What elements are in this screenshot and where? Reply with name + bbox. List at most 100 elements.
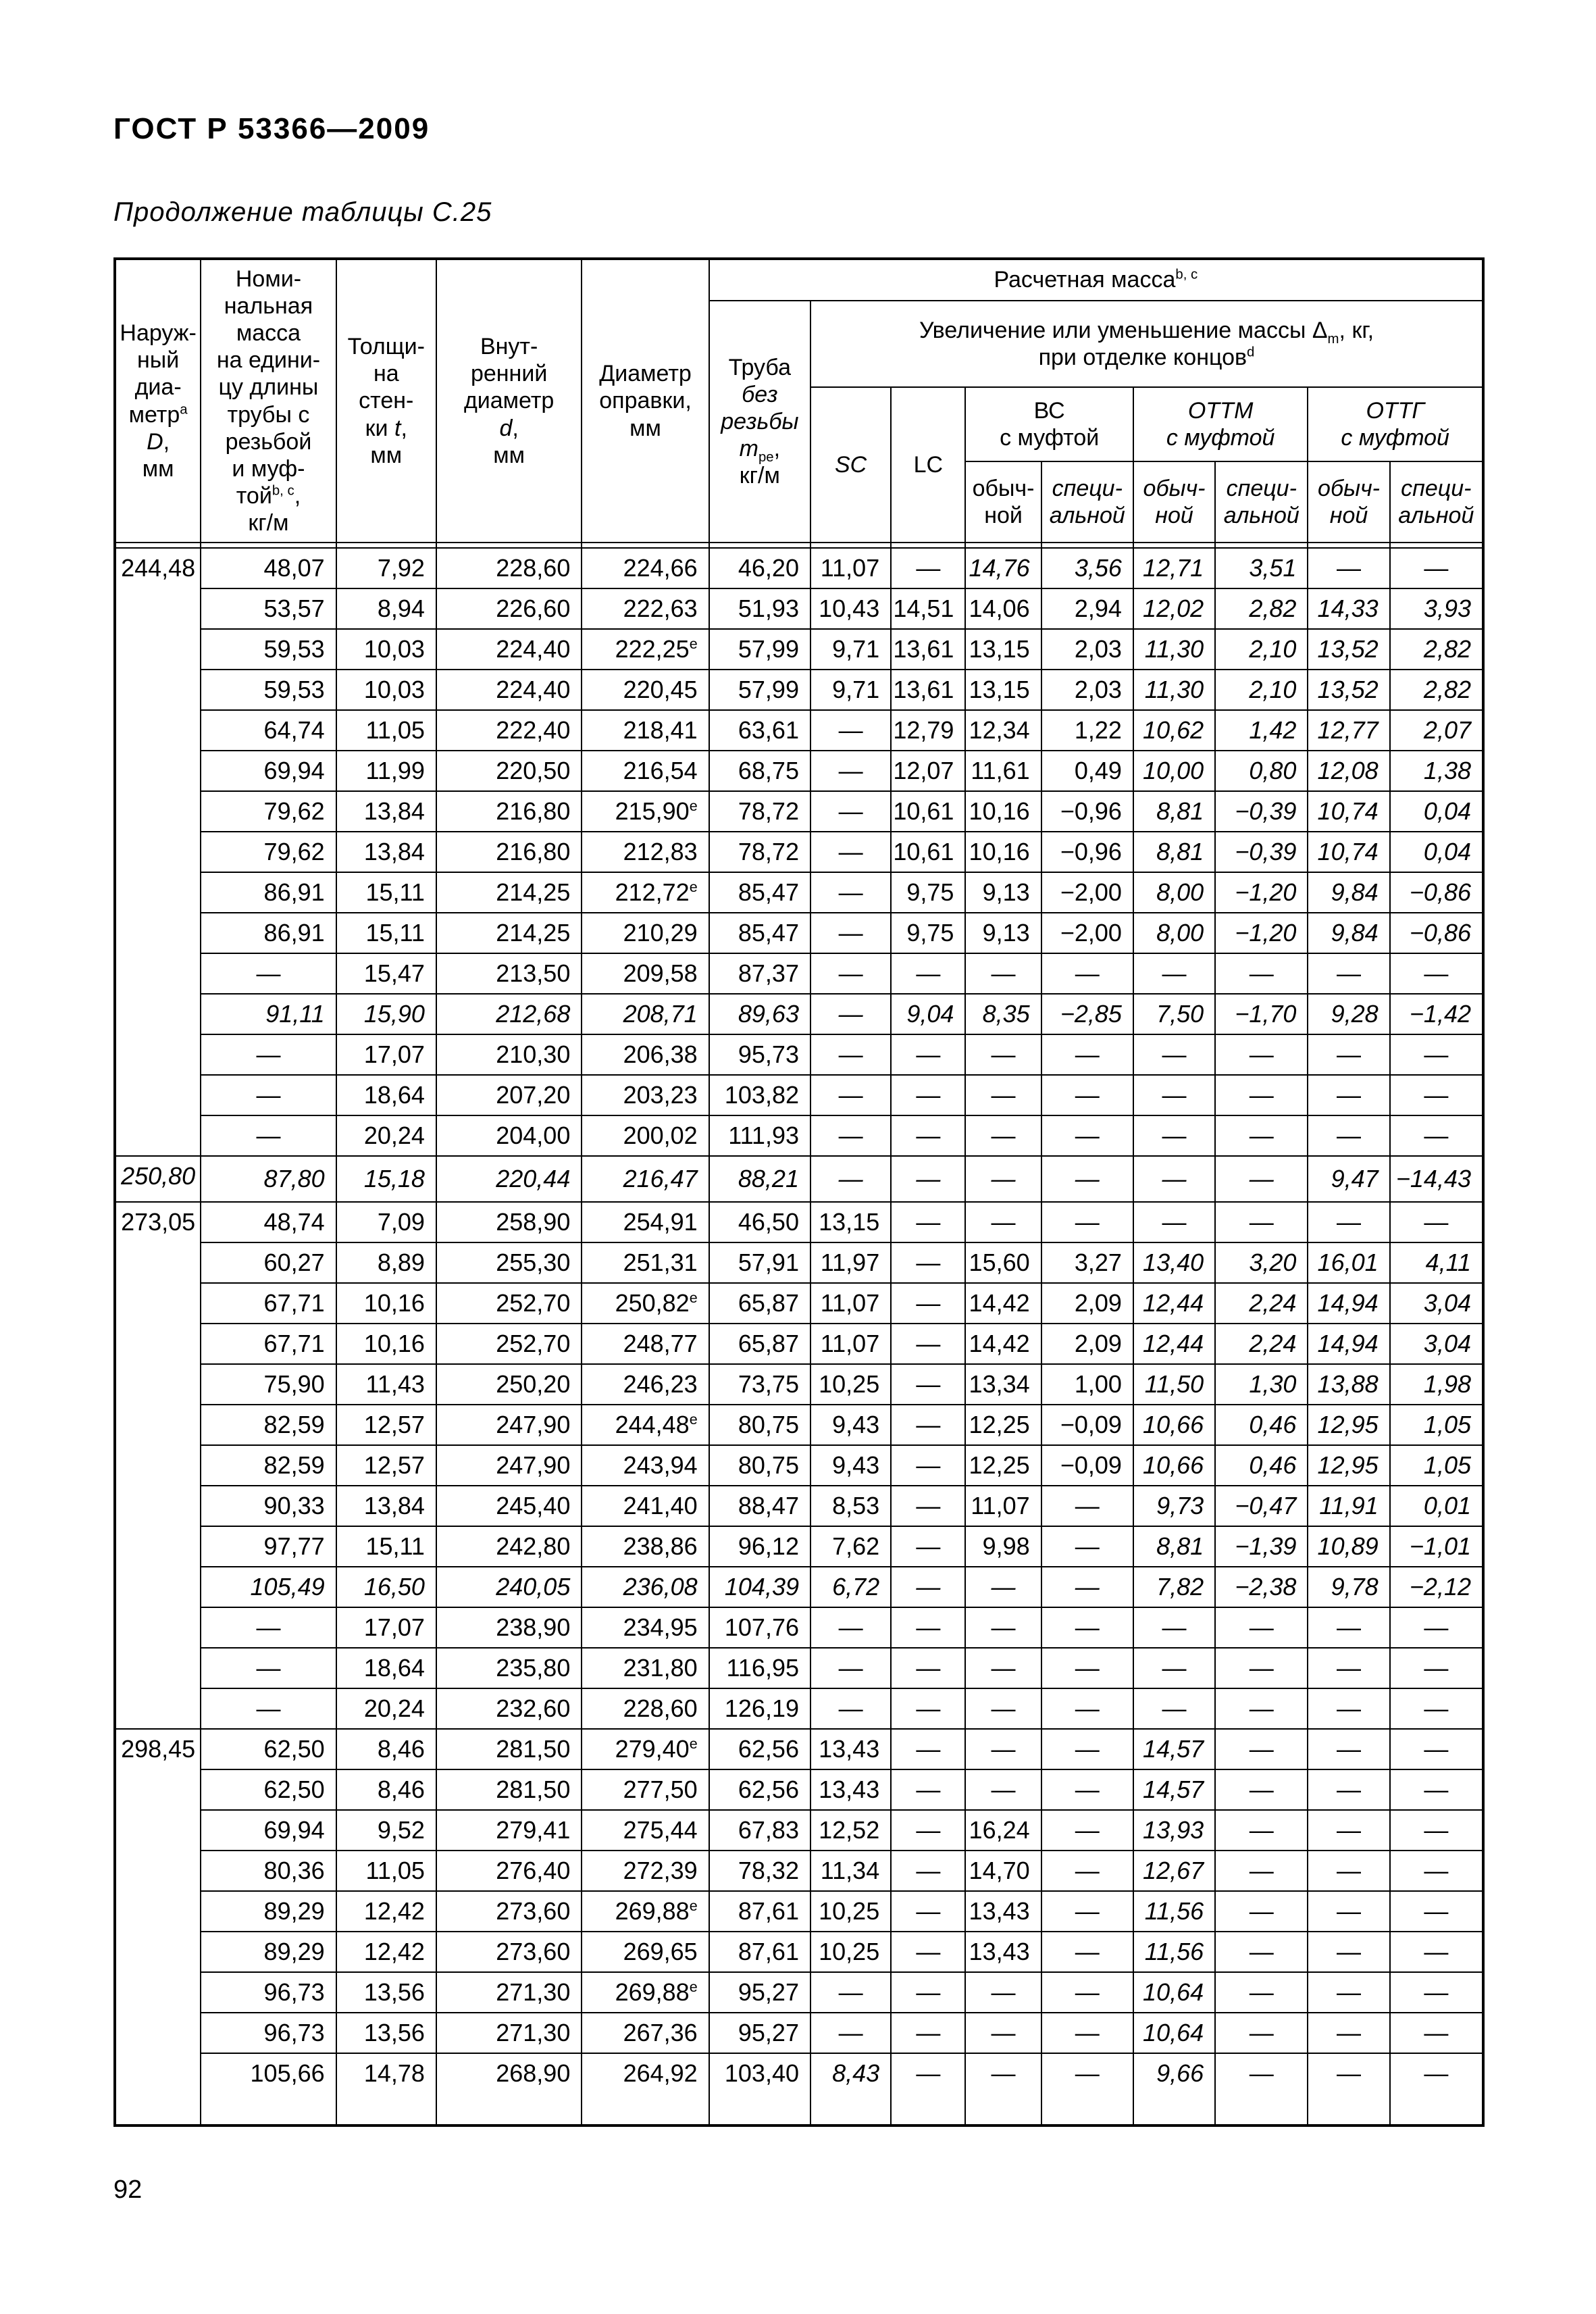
table-cell: — [1214,1809,1309,1851]
header-row-2: Труба без резьбы mре, кг/м Увеличение или ум… [115,300,1485,543]
table-cell: 12,79 [890,709,967,751]
table-cell: — [964,1728,1042,1770]
header-ottg-special: специ-альной [1389,461,1485,543]
table-cell: — [964,2012,1042,2054]
table-cell: 10,16 [964,831,1042,873]
header-separator-cell [964,542,1042,549]
table-cell: 11,61 [964,750,1042,792]
table-cell: 86,91 [200,912,337,954]
table-cell: 13,84 [335,831,437,873]
table-cell: 85,47 [708,912,811,954]
table-row: 96,73 13,56 271,30 269,88e 95,27— — — —10,64— — — [115,1971,1485,2013]
table-cell: 214,25 [435,872,583,913]
table-cell: 51,93 [708,588,811,630]
table-cell: 12,95 [1307,1444,1391,1486]
table-row: 89,29 12,42 273,60 269,88e 87,61 10,25—13,43—… [115,1890,1485,1932]
table-cell: 209,58 [581,953,710,995]
table-cell: 245,40 [435,1485,583,1527]
table-cell: — [1040,1850,1134,1892]
table-cell: 10,62 [1132,709,1216,751]
table-cell: 216,47 [581,1155,710,1203]
header-ottm-ordinary: обыч-ной [1132,461,1216,543]
table-header: Наруж-ный диа-метрa D, мм Номи-нальная масса… [113,258,1485,543]
table-cell: 11,34 [809,1850,892,1892]
table-cell: −0,96 [1040,790,1134,832]
table-cell: 48,07 [200,547,337,589]
table-cell: 12,25 [964,1404,1042,1446]
table-cell: 13,52 [1307,669,1391,711]
table-cell: 6,72 [809,1566,892,1608]
table-cell: 15,11 [335,872,437,913]
table-cell: 235,80 [435,1647,583,1689]
table-cell: — [1389,1074,1485,1116]
table-cell: — [809,912,892,954]
table-cell: — [890,1444,967,1486]
table-cell: 13,43 [809,1728,892,1770]
table-cell: 13,34 [964,1363,1042,1405]
header-mandrel-diameter: Диаметр оправки, мм [581,258,710,543]
table-cell: — [890,1323,967,1365]
table-cell: — [1214,1769,1309,1811]
table-cell: 247,90 [435,1404,583,1446]
table-cell: 216,54 [581,750,710,792]
table-cell: 1,38 [1389,750,1485,792]
table-cell: — [890,1201,967,1243]
table-cell: 14,33 [1307,588,1391,630]
table-cell: 272,39 [581,1850,710,1892]
table-cell: — [809,1074,892,1116]
table-cell: — [809,790,892,832]
table-cell: 8,89 [335,1242,437,1284]
table-cell: 16,01 [1307,1242,1391,1284]
table-cell: — [1307,1034,1391,1076]
table-row: 273,05 48,74 7,09 258,90 254,91 46,50 13,15— — —… [113,1201,1485,1730]
table-cell: 2,03 [1040,669,1134,711]
table-row: —20,24 232,60 228,60 126,19— — — — — — — — [115,1688,1485,1730]
table-cell: — [1307,1971,1391,2013]
header-ottg-ordinary: обыч-ной [1307,461,1391,543]
table-cell: — [1389,1728,1485,1770]
table-cell: 86,91 [200,872,337,913]
table-cell: 9,43 [809,1444,892,1486]
table-cell: — [964,2053,1042,2126]
table-cell: 279,40e [581,1728,710,1770]
table-cell: 126,19 [708,1688,811,1730]
table-cell: 273,60 [435,1890,583,1932]
table-cell: — [809,1115,892,1157]
table-cell: −2,38 [1214,1566,1309,1608]
table-cell: 13,15 [964,669,1042,711]
table-cell: — [1040,1971,1134,2013]
table-cell: 13,15 [809,1201,892,1243]
table-cell: 241,40 [581,1485,710,1527]
table-cell: −1,39 [1214,1526,1309,1567]
table-cell: — [1389,1607,1485,1649]
table-cell: 78,32 [708,1850,811,1892]
table-row: 69,94 9,52 279,41 275,44 67,83 12,52—16,24—13… [115,1809,1485,1851]
table-cell: 11,56 [1132,1890,1216,1932]
table-cell: 1,98 [1389,1363,1485,1405]
table-cell: 73,75 [708,1363,811,1405]
table-cell: 7,09 [335,1201,437,1243]
table-cell: — [1389,1201,1485,1243]
table-cell: — [890,1155,967,1203]
table-cell: 12,25 [964,1444,1042,1486]
table-cell: 208,71 [581,993,710,1035]
table-cell: 67,71 [200,1282,337,1324]
table-cell: — [1040,1890,1134,1932]
table-cell: — [200,1034,337,1076]
table-cell: 250,82e [581,1282,710,1324]
table-cell: 79,62 [200,831,337,873]
table-cell: 212,83 [581,831,710,873]
header-ottg-coupling: ОТТГ с муфтой [1307,386,1484,462]
table-cell: 2,82 [1214,588,1309,630]
header-row-3: SC LC ВС с муфтой ОТТМ с муфтой ОТТГ с муфт… [115,386,1484,543]
table-cell: 3,51 [1214,547,1309,589]
table-cell: 105,66 [200,2053,337,2126]
table-cell: 204,00 [435,1115,583,1157]
table-body: 244,48 48,07 7,92 228,60 224,66 46,20 11,07—14… [113,542,1485,2126]
table-cell: 69,94 [200,750,337,792]
table-cell: 13,43 [964,1931,1042,1973]
table-cell: 281,50 [435,1728,583,1770]
table-cell: — [1214,1155,1309,1203]
table-cell: 78,72 [708,831,811,873]
table-cell: 13,43 [809,1769,892,1811]
